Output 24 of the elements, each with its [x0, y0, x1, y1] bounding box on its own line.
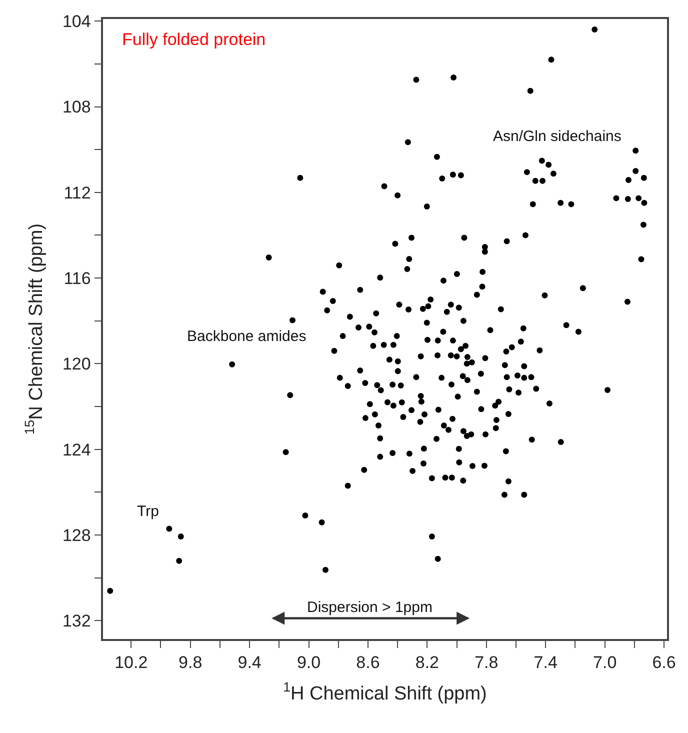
x-tick-label: 8.2 — [415, 653, 440, 672]
y-tick-label: 104 — [62, 12, 91, 32]
y-tick-label: 128 — [62, 526, 91, 545]
annotation: Trp — [137, 503, 159, 520]
x-tick-label: 9.4 — [238, 653, 262, 672]
y-tick-label: 120 — [62, 354, 91, 374]
y-tick-label: 108 — [62, 98, 91, 117]
y-tick-label: 132 — [62, 612, 91, 631]
x-tick-label: 8.6 — [356, 653, 380, 672]
text: Fully folded protein — [122, 30, 266, 49]
x-tick-label: 10.2 — [114, 653, 148, 672]
y-tick-label: 116 — [64, 269, 91, 288]
x-tick-label: 9.8 — [178, 653, 202, 672]
x-tick-label: 7.0 — [593, 653, 617, 672]
annotation: Asn/Gln sidechains — [493, 128, 622, 145]
annotation: Backbone amides — [187, 328, 306, 345]
x-tick-label: 7.8 — [474, 653, 498, 672]
y-tick-label: 112 — [64, 183, 91, 202]
y-tick-label: 124 — [62, 440, 91, 460]
x-tick-label: 7.4 — [534, 653, 558, 672]
annotation: Dispersion > 1ppm — [307, 599, 432, 616]
x-tick-label: 6.6 — [652, 653, 676, 672]
x-tick-label: 9.0 — [296, 653, 321, 672]
x-axis-title: $^{1}$H Chemical Shift (ppm) — [283, 679, 487, 704]
